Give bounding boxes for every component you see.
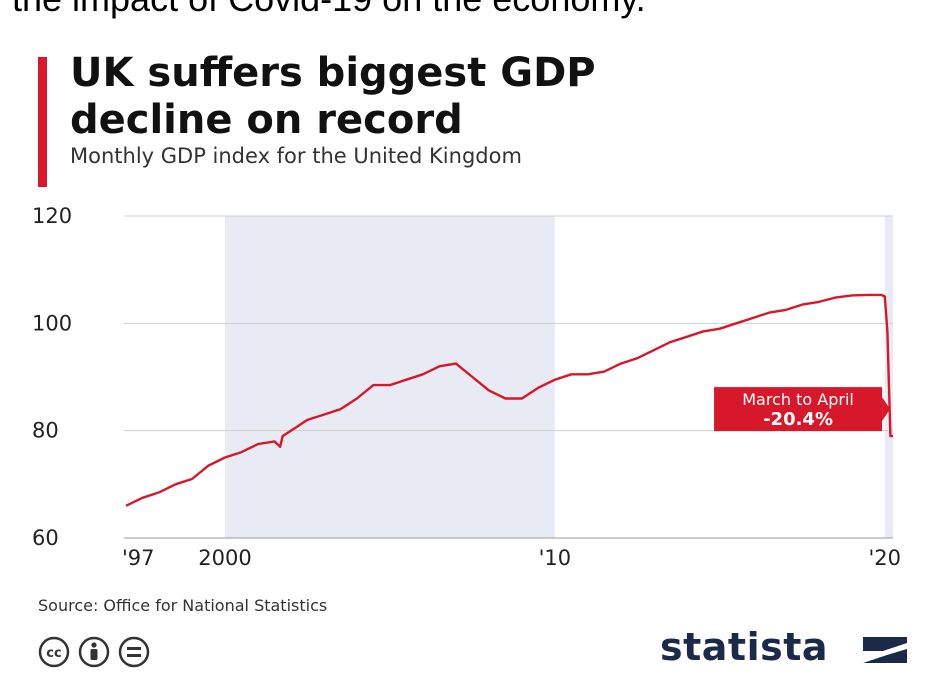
shaded-periods	[224, 216, 893, 538]
series-layer	[125, 293, 893, 507]
statista-logo-icon[interactable]	[863, 633, 907, 667]
y-tick-labels: 60 80 100 120	[32, 204, 72, 550]
chart-subtitle: Monthly GDP index for the United Kingdom	[70, 144, 522, 168]
annotation-value-0: -20.4%	[763, 409, 833, 430]
gdp-line-chart: 60 80 100 120 '97 2000 '10 '20 March to April-…	[32, 204, 901, 570]
title-line-1: UK suffers biggest GDP	[70, 50, 596, 96]
y-tick-label-100: 100	[32, 311, 72, 335]
y-tick-label-60: 60	[32, 526, 59, 550]
page-header-fragment: the impact of Covid-19 on the economy.	[0, 0, 931, 20]
chart-title: UK suffers biggest GDP decline on record	[70, 50, 596, 144]
annotation-text-0: March to April	[742, 390, 854, 409]
annotation-pointer-0	[882, 397, 891, 422]
infographic-card: UK suffers biggest GDP decline on record…	[8, 22, 923, 680]
gridlines	[124, 215, 893, 539]
source-note: Source: Office for National Statistics	[38, 596, 328, 615]
x-tick-label-1: 2000	[198, 546, 251, 570]
brand-wordmark[interactable]: statista	[660, 625, 829, 669]
title-accent-bar	[38, 57, 47, 187]
title-line-2: decline on record	[70, 97, 463, 143]
shaded-period-0	[224, 216, 555, 538]
cc-icon[interactable]: cc	[38, 636, 70, 668]
annotation-box-0	[714, 387, 883, 432]
no-derivatives-icon[interactable]	[118, 636, 150, 668]
license-icons[interactable]: cc	[38, 636, 218, 670]
y-tick-label-120: 120	[32, 204, 72, 228]
x-tick-label-2: '10	[539, 546, 572, 570]
svg-text:cc: cc	[46, 646, 61, 661]
x-tick-label-3: '20	[869, 546, 902, 570]
y-tick-label-80: 80	[32, 419, 59, 443]
attribution-icon[interactable]	[78, 636, 110, 668]
x-tick-labels: '97 2000 '10 '20	[122, 546, 901, 570]
annotation-layer: March to April-20.4%	[714, 387, 891, 432]
x-tick-label-0: '97	[122, 546, 155, 570]
series-line-0	[125, 293, 893, 507]
